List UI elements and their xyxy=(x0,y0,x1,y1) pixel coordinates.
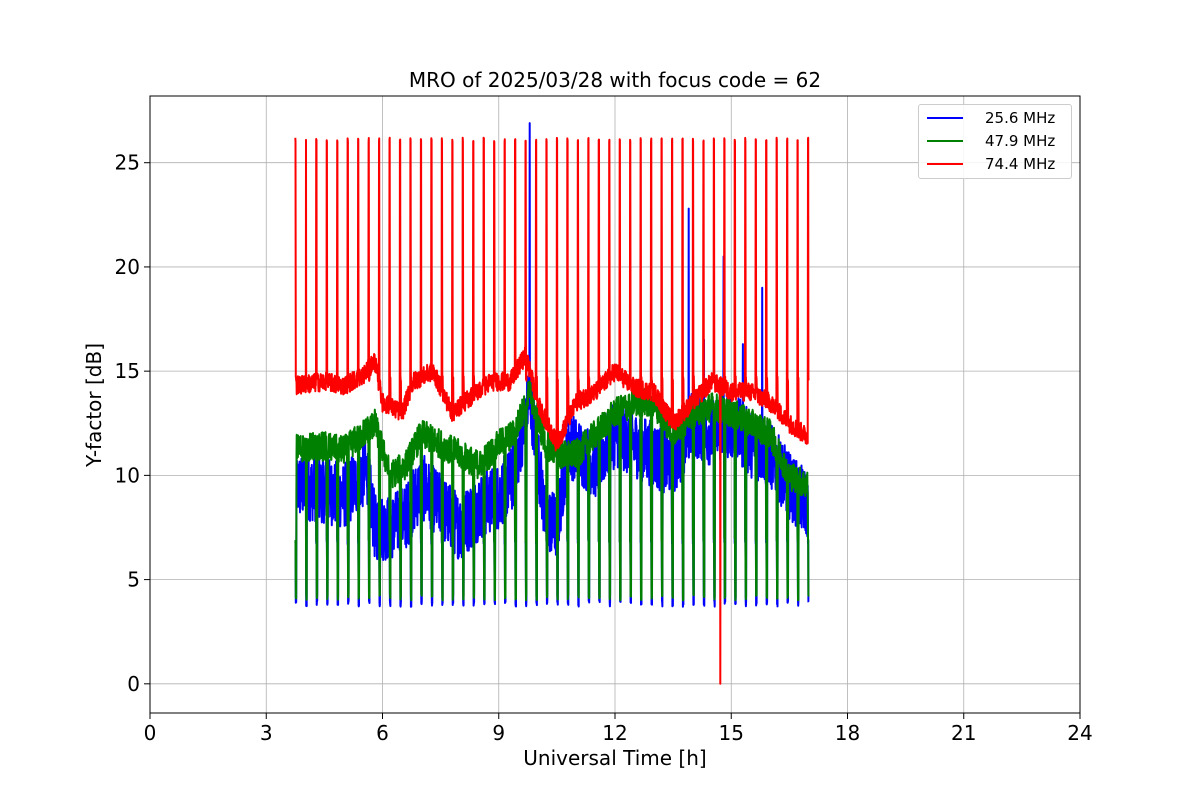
series-layer xyxy=(294,122,810,685)
legend-swatch-green xyxy=(927,140,963,142)
x-axis-label: Universal Time [h] xyxy=(523,746,707,770)
x-tick-label: 3 xyxy=(260,721,273,745)
x-tick-label: 0 xyxy=(144,721,157,745)
y-ticks: 0 5 10 15 20 25 xyxy=(115,151,150,696)
x-tick-label: 15 xyxy=(719,721,744,745)
legend: 25.6 MHz 47.9 MHz 74.4 MHz xyxy=(918,104,1072,179)
x-tick-label: 18 xyxy=(835,721,860,745)
x-ticks: 0 3 6 9 12 15 18 21 24 xyxy=(144,713,1093,745)
series-line-47-9-mhz xyxy=(294,380,810,602)
x-tick-label: 6 xyxy=(376,721,389,745)
legend-label: 25.6 MHz xyxy=(985,109,1056,127)
series-line-74-4-mhz xyxy=(294,136,810,685)
y-tick-label: 10 xyxy=(115,463,140,487)
y-tick-label: 15 xyxy=(115,359,140,383)
legend-swatch-blue xyxy=(927,117,963,119)
legend-item-25-6mhz: 25.6 MHz xyxy=(927,108,1055,128)
legend-item-74-4mhz: 74.4 MHz xyxy=(927,154,1055,174)
x-tick-label: 12 xyxy=(602,721,627,745)
x-tick-label: 21 xyxy=(951,721,976,745)
y-axis-label: Y-factor [dB] xyxy=(82,342,106,468)
legend-swatch-red xyxy=(927,163,963,165)
legend-label: 74.4 MHz xyxy=(985,155,1056,173)
y-tick-label: 5 xyxy=(127,568,140,592)
y-tick-label: 25 xyxy=(115,151,140,175)
x-tick-label: 24 xyxy=(1067,721,1092,745)
legend-label: 47.9 MHz xyxy=(985,132,1056,150)
x-tick-label: 9 xyxy=(492,721,505,745)
legend-item-47-9mhz: 47.9 MHz xyxy=(927,131,1055,151)
y-tick-label: 0 xyxy=(127,672,140,696)
chart-title: MRO of 2025/03/28 with focus code = 62 xyxy=(408,68,822,92)
y-tick-label: 20 xyxy=(115,255,140,279)
